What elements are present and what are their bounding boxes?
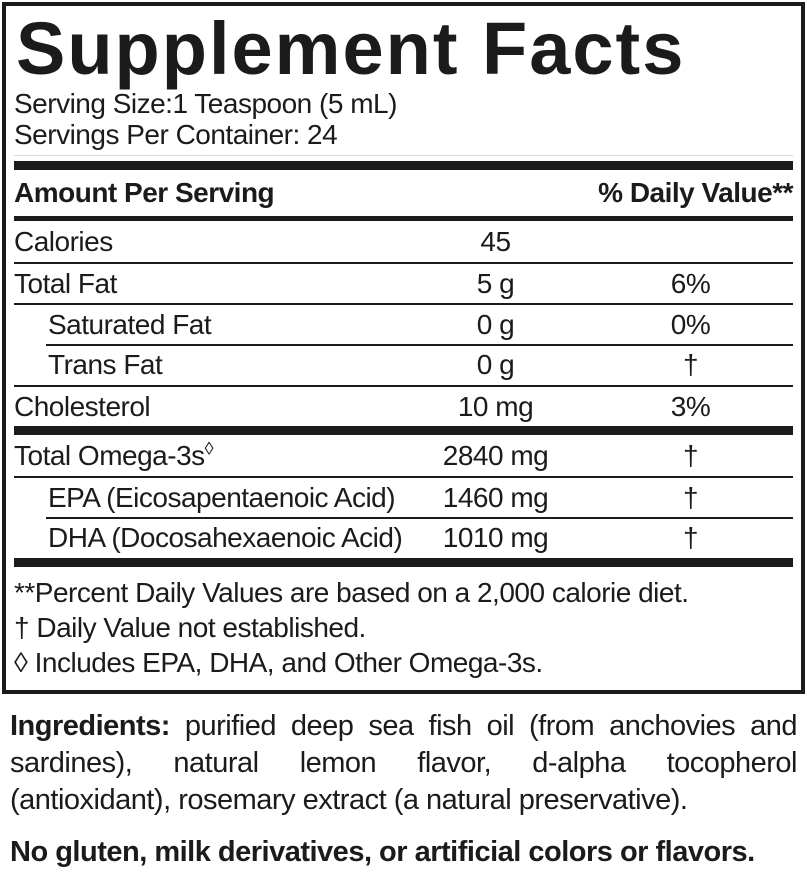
panel-title: Supplement Facts [16, 7, 686, 90]
nutrient-name: Saturated Fat [48, 308, 212, 340]
nutrient-name: Trans Fat [48, 348, 163, 380]
nutrient-row-epa: EPA (Eicosapentaenoic Acid) 1460 mg † [14, 476, 793, 517]
ingredients-text: purified deep sea fish oil (from anchovi… [10, 710, 798, 816]
hairline-divider [14, 155, 793, 156]
allergen-statement: No gluten, milk derivatives, or artifici… [10, 836, 755, 868]
nutrient-amount: 5 g [476, 267, 515, 299]
thick-divider-top [14, 161, 793, 170]
nutrient-name: EPA (Eicosapentaenoic Acid) [48, 481, 396, 513]
nutrient-dv: † [682, 481, 699, 513]
nutrient-row-total-omega3: Total Omega-3s◊ 2840 mg † [14, 435, 793, 476]
nutrient-row-dha: DHA (Docosahexaenoic Acid) 1010 mg † [14, 517, 793, 558]
nutrient-amount: 45 [480, 225, 511, 257]
nutrient-amount: 0 g [476, 348, 515, 380]
ingredients-paragraph: Ingredients: purified deep sea fish oil … [10, 708, 798, 819]
nutrient-amount: 1010 mg [442, 521, 549, 553]
nutrient-dv: 0% [670, 308, 711, 340]
nutrient-name: Cholesterol [14, 390, 151, 422]
nutrient-amount: 1460 mg [442, 481, 549, 513]
nutrient-name: DHA (Docosahexaenoic Acid) [48, 521, 403, 553]
nutrient-dv: † [682, 439, 699, 471]
footnote-daily-values: **Percent Daily Values are based on a 2,… [14, 577, 689, 608]
lozenge-symbol: ◊ [204, 438, 214, 459]
footnote-lozenge: ◊ Includes EPA, DHA, and Other Omega-3s. [14, 647, 543, 678]
nutrient-row-calories: Calories 45 [14, 221, 793, 262]
nutrient-row-cholesterol: Cholesterol 10 mg 3% [14, 385, 793, 426]
nutrient-row-total-fat: Total Fat 5 g 6% [14, 262, 793, 303]
footnotes-section: **Percent Daily Values are based on a 2,… [14, 567, 793, 690]
medium-divider [14, 216, 793, 221]
nutrient-amount: 2840 mg [442, 439, 549, 471]
footnote-dagger: † Daily Value not established. [14, 612, 366, 643]
nutrient-amount: 10 mg [457, 390, 534, 422]
serving-size-line: Serving Size:1 Teaspoon (5 mL) [14, 88, 397, 119]
thick-divider-omega-top [14, 426, 793, 435]
nutrient-row-saturated-fat: Saturated Fat 0 g 0% [14, 303, 793, 344]
nutrient-name: Calories [14, 225, 113, 257]
thick-divider-bottom [14, 558, 793, 567]
nutrient-dv: † [682, 348, 699, 380]
daily-value-header: % Daily Value** [598, 177, 793, 208]
supplement-facts-panel: Supplement Facts Serving Size:1 Teaspoon… [2, 2, 805, 694]
nutrient-dv: † [682, 521, 699, 553]
nutrient-dv: 6% [670, 267, 711, 299]
ingredients-label: Ingredients: [10, 710, 170, 742]
nutrient-name: Total Omega-3s◊ [14, 438, 214, 471]
amount-per-serving-header: Amount Per Serving [14, 177, 275, 208]
nutrient-amount: 0 g [476, 308, 515, 340]
nutrient-dv: 3% [670, 390, 711, 422]
servings-per-container-line: Servings Per Container: 24 [14, 119, 338, 150]
nutrient-name: Total Fat [14, 267, 117, 299]
nutrient-row-trans-fat: Trans Fat 0 g † [14, 344, 793, 385]
table-header-row: Amount Per Serving % Daily Value** [14, 170, 793, 216]
